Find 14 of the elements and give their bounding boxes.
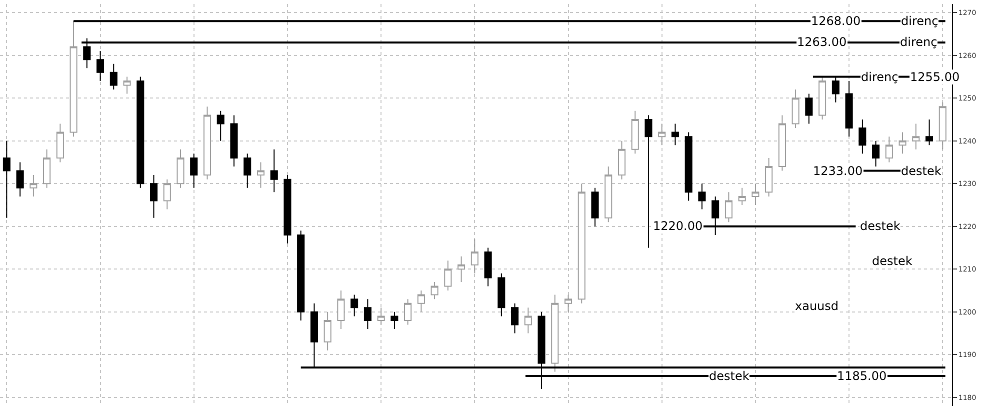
annotation: destek [860, 219, 900, 233]
annotation: direnç [861, 70, 898, 84]
ref-line-label: 1185.00 [837, 369, 887, 383]
ref-line-label: 1268.00 [811, 14, 861, 28]
ref-line-label: 1220.00 [653, 219, 703, 233]
ref-line-label: 1263.00 [797, 35, 847, 49]
annotation: xauusd [795, 299, 839, 313]
ref-line-label: 1255.00 [910, 70, 960, 84]
annotation: destek [872, 254, 912, 268]
ref-line-label: 1233.00 [813, 164, 863, 178]
annotation: destek [901, 164, 942, 178]
annotation: direnç [900, 35, 938, 49]
annotation: direnç [901, 14, 938, 28]
annotation: destek [709, 369, 750, 383]
